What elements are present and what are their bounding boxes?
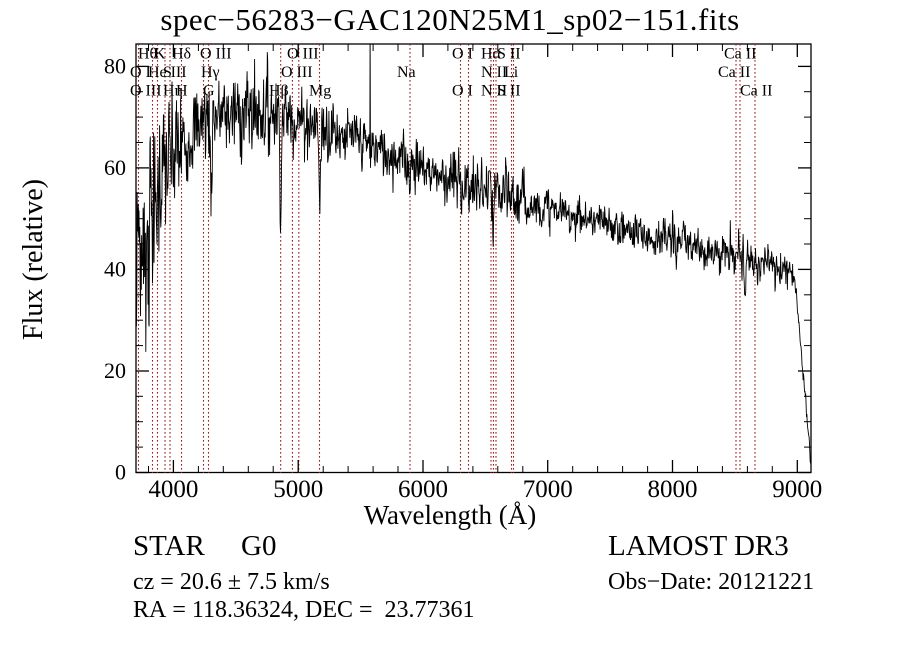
svg-text:5000: 5000 (273, 476, 323, 503)
svg-text:O III: O III (200, 46, 232, 63)
svg-text:9000: 9000 (772, 476, 822, 503)
svg-text:Ca II: Ca II (740, 83, 772, 100)
svg-text:O I: O I (452, 46, 473, 63)
svg-text:G: G (203, 83, 215, 100)
svg-text:60: 60 (104, 155, 126, 180)
svg-text:O III: O III (281, 64, 313, 81)
svg-text:Hγ: Hγ (201, 64, 220, 81)
svg-text:H: H (176, 83, 188, 100)
svg-text:80: 80 (104, 53, 126, 78)
svg-text:40: 40 (104, 256, 126, 281)
svg-text:Li: Li (504, 64, 519, 81)
svg-text:Na: Na (397, 64, 416, 81)
svg-text:Ca II: Ca II (718, 64, 750, 81)
svg-text:Hδ: Hδ (172, 46, 191, 63)
svg-text:6000: 6000 (398, 476, 448, 503)
svg-text:0: 0 (115, 460, 126, 485)
svg-text:7000: 7000 (523, 476, 573, 503)
svg-text:4000: 4000 (148, 476, 198, 503)
svg-text:S II: S II (497, 46, 521, 63)
svg-text:K: K (154, 46, 166, 63)
svg-text:Ca II: Ca II (724, 46, 756, 63)
svg-text:O III: O III (287, 46, 319, 63)
svg-text:Mg: Mg (309, 83, 331, 100)
svg-text:S II: S II (163, 64, 187, 81)
svg-text:Hβ: Hβ (269, 83, 289, 100)
svg-text:8000: 8000 (648, 476, 698, 503)
svg-text:20: 20 (104, 358, 126, 383)
svg-text:S II: S II (497, 83, 521, 100)
svg-text:O I: O I (452, 83, 473, 100)
svg-text:O III: O III (130, 83, 162, 100)
